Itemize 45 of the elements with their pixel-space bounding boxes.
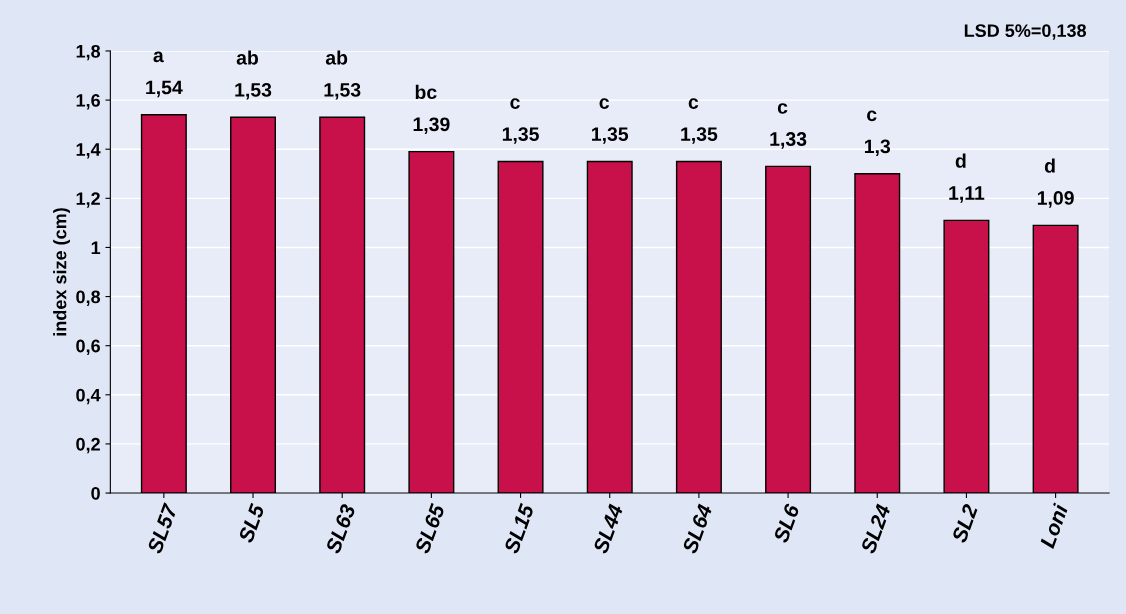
data-label: 1,11 bbox=[949, 186, 985, 203]
y-tick-label: 0,6 bbox=[76, 339, 100, 356]
x-tick-label: SL24 bbox=[860, 503, 891, 555]
y-tick-label: 0 bbox=[91, 486, 100, 500]
y-tick-label: 1,2 bbox=[76, 192, 100, 208]
data-label: 1,35 bbox=[502, 127, 539, 144]
y-tick-label: 0,2 bbox=[76, 437, 100, 454]
x-tick-label: SL64 bbox=[681, 503, 713, 555]
data-label: 1,54 bbox=[146, 80, 183, 98]
x-tick-label: SL15 bbox=[503, 502, 535, 555]
x-tick-label: Loni bbox=[1039, 502, 1069, 549]
y-tick-label: 1,8 bbox=[76, 44, 101, 61]
data-label: 1,35 bbox=[592, 127, 629, 144]
data-label: 1,33 bbox=[770, 132, 807, 149]
x-tick-label: SL6 bbox=[773, 502, 800, 544]
x-tick-label: SL5 bbox=[237, 502, 265, 544]
x-tick-label: SL63 bbox=[325, 503, 356, 555]
data-label: 1,3 bbox=[864, 139, 891, 157]
data-label: 1,53 bbox=[235, 82, 272, 100]
y-tick-label: 1,4 bbox=[76, 143, 101, 159]
text: LSD 5%=0,138 bbox=[964, 24, 1087, 40]
y-tick-label: 0,4 bbox=[76, 388, 101, 405]
data-label: 1,35 bbox=[681, 127, 718, 144]
y-tick-label: 1,6 bbox=[76, 94, 100, 110]
annotation: bc bbox=[415, 84, 437, 100]
annotation: c bbox=[867, 110, 877, 122]
annotation: a bbox=[153, 51, 164, 63]
annotation: d bbox=[1044, 158, 1055, 173]
annotation: c bbox=[599, 98, 610, 109]
data-label: 1,09 bbox=[1037, 191, 1074, 208]
x-tick-label: SL65 bbox=[414, 502, 446, 555]
y-tick-label: 1 bbox=[91, 241, 101, 254]
data-label: 1,53 bbox=[324, 82, 361, 100]
annotation: ab bbox=[325, 50, 348, 65]
annotation: d bbox=[955, 153, 966, 168]
annotation: ab bbox=[236, 50, 259, 65]
annotation: c bbox=[777, 103, 788, 114]
y-tick-label: 0,8 bbox=[76, 290, 101, 306]
y-axis-title: index size (cm) bbox=[53, 208, 70, 336]
data-label: 1,39 bbox=[413, 117, 450, 134]
annotation: c bbox=[688, 98, 699, 109]
x-tick-label: SL44 bbox=[592, 503, 624, 555]
x-tick-label: SL2 bbox=[951, 503, 979, 544]
x-tick-label: SL57 bbox=[146, 502, 178, 555]
annotation: c bbox=[510, 98, 520, 109]
